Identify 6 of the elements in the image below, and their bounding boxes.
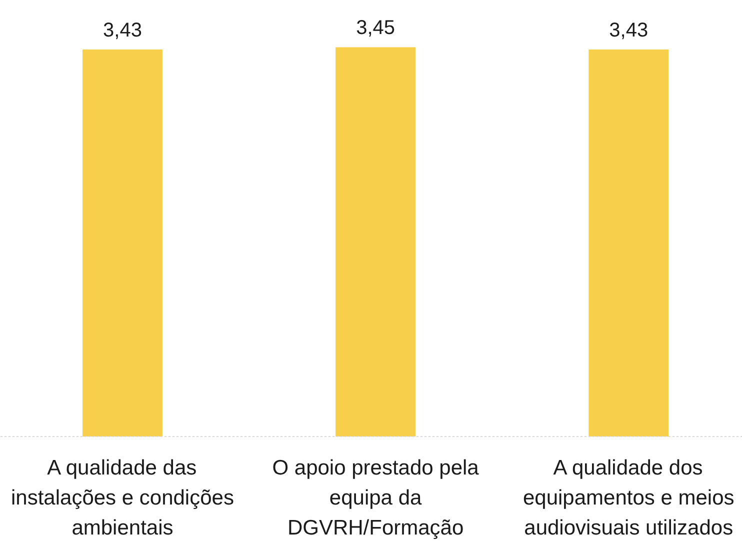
data-label: 3,45 [356, 17, 396, 40]
x-tick-label: A qualidade dos equipamentos e meios audiovisuais utilizados [522, 456, 734, 540]
data-label: 3,43 [103, 19, 142, 42]
x-tick-label: A qualidade das instalações e condições ambientais [10, 456, 234, 540]
x-tick-label: O apoio prestado pela equipa da DGVRH/Formação [272, 456, 480, 540]
data-label: 3,43 [609, 19, 648, 42]
